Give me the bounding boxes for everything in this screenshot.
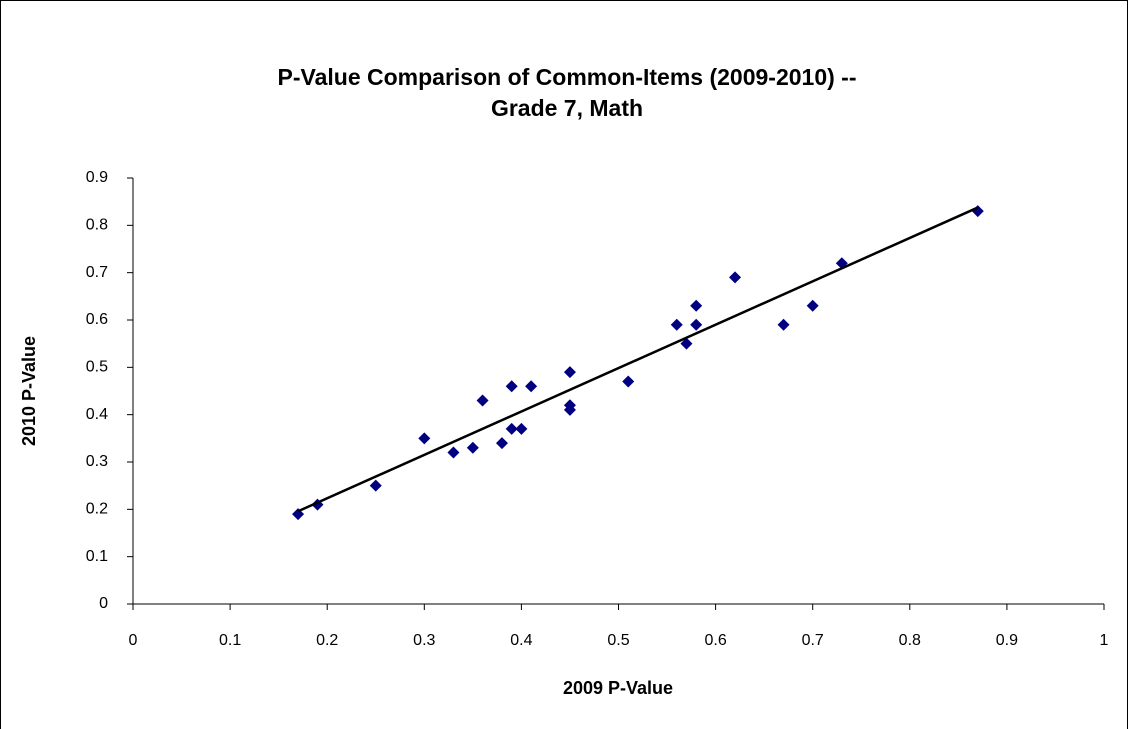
x-tick-label: 0.7 <box>802 632 824 649</box>
chart-title: P-Value Comparison of Common-Items (2009… <box>278 64 857 90</box>
point <box>505 380 518 393</box>
point <box>777 318 790 331</box>
point <box>680 337 693 350</box>
point <box>447 446 460 459</box>
y-tick-label: 0.4 <box>86 406 108 423</box>
x-tick-label: 0.9 <box>996 632 1018 649</box>
point <box>690 299 703 312</box>
point <box>418 432 431 445</box>
y-tick-label: 0.7 <box>86 264 108 281</box>
x-tick-label: 0.4 <box>510 632 532 649</box>
point <box>466 441 479 454</box>
point <box>670 318 683 331</box>
x-tick-label: 0.1 <box>219 632 241 649</box>
point <box>690 318 703 331</box>
y-tick-label: 0.6 <box>86 311 108 328</box>
point <box>369 479 382 492</box>
point <box>729 271 742 284</box>
x-tick-label: 0.2 <box>316 632 338 649</box>
point <box>476 394 489 407</box>
y-tick-label: 0.1 <box>86 548 108 565</box>
x-tick-label: 0.3 <box>413 632 435 649</box>
point <box>563 403 576 416</box>
y-tick-label: 0.2 <box>86 501 108 518</box>
y-tick-label: 0.3 <box>86 453 108 470</box>
x-axis-title: 2009 P-Value <box>563 678 673 698</box>
y-tick-label: 0 <box>99 595 108 612</box>
point <box>505 422 518 435</box>
y-tick-label: 0.5 <box>86 359 108 376</box>
chart-title: Grade 7, Math <box>491 95 643 121</box>
point <box>622 375 635 388</box>
x-tick-label: 0 <box>129 632 138 649</box>
x-tick-label: 0.5 <box>607 632 629 649</box>
y-tick-label: 0.8 <box>86 217 108 234</box>
point <box>806 299 819 312</box>
point <box>495 437 508 450</box>
x-tick-label: 0.8 <box>899 632 921 649</box>
point <box>515 422 528 435</box>
point <box>563 366 576 379</box>
point <box>525 380 538 393</box>
y-tick-label: 0.9 <box>86 169 108 186</box>
trendline <box>297 206 979 513</box>
x-tick-label: 1 <box>1100 632 1109 649</box>
y-axis-title: 2010 P-Value <box>19 336 39 446</box>
x-tick-label: 0.6 <box>704 632 726 649</box>
